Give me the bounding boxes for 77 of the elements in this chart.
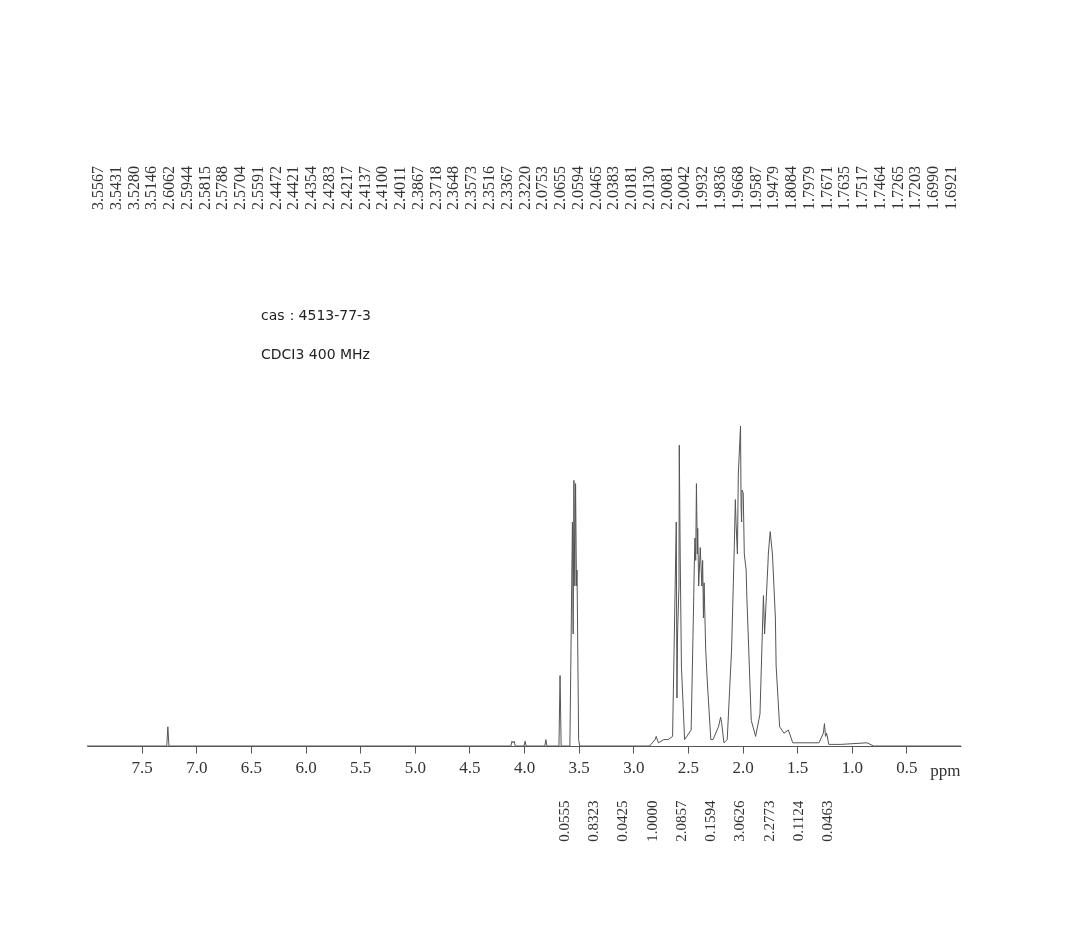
text: 1.9932 <box>693 166 711 210</box>
text: 2.5815 <box>195 166 213 210</box>
text: 2.0042 <box>675 166 693 210</box>
text: 1.6990 <box>924 166 942 210</box>
text: 2.4137 <box>355 166 373 210</box>
x-tick-label: 2.0 <box>732 757 754 777</box>
text: 2.0655 <box>551 166 569 210</box>
text: 2.3220 <box>515 166 533 210</box>
x-tick-label: 5.0 <box>404 757 426 777</box>
x-tick-label: 7.5 <box>131 757 153 777</box>
text: 2.4283 <box>320 166 338 210</box>
x-tick-label: 0.5 <box>896 757 918 777</box>
text: 2.4011 <box>391 166 409 210</box>
x-tick-label: 1.0 <box>841 757 863 777</box>
text: 2.4421 <box>284 166 302 210</box>
x-tick-label: 3.0 <box>623 757 645 777</box>
text: 0.0425 <box>614 800 631 842</box>
text: 2.0753 <box>533 166 551 210</box>
x-tick-label: 6.0 <box>295 757 317 777</box>
text: 0.1594 <box>702 799 719 842</box>
text: 2.0594 <box>568 166 586 210</box>
x-axis-title: ppm <box>930 760 961 780</box>
text: 1.7671 <box>817 166 835 210</box>
text: 2.3718 <box>426 166 444 210</box>
text: 0.0555 <box>556 800 572 842</box>
text: 2.2773 <box>760 800 777 842</box>
x-tick-label: 3.5 <box>568 757 590 777</box>
x-tick-label: 7.0 <box>186 757 208 777</box>
text: 3.5146 <box>142 166 160 210</box>
text: 2.0383 <box>604 166 622 210</box>
text: 1.9668 <box>728 166 746 210</box>
x-tick-label: 4.0 <box>513 757 536 777</box>
text: 2.5788 <box>213 166 231 210</box>
text: 2.0465 <box>586 166 604 210</box>
text: 2.6062 <box>160 166 178 210</box>
chart-subtitle: CDCI3 400 MHz <box>261 346 370 362</box>
text: 2.3573 <box>462 166 480 210</box>
text: 2.3516 <box>479 166 497 210</box>
text: 2.4100 <box>373 166 391 210</box>
text: 1.0000 <box>643 800 660 842</box>
x-tick-label: 4.5 <box>459 757 481 777</box>
text: 2.3367 <box>497 166 515 210</box>
text: 2.0130 <box>639 166 657 210</box>
text: 2.0181 <box>622 166 640 210</box>
text: 1.7265 <box>888 166 906 210</box>
text: 2.0857 <box>672 799 689 842</box>
text: 1.7979 <box>799 166 817 210</box>
text: 1.7635 <box>835 166 853 210</box>
text: 2.5704 <box>231 166 249 210</box>
text: 1.8084 <box>782 166 800 210</box>
x-tick-label: 1.5 <box>787 757 809 777</box>
text: 1.9479 <box>764 166 782 210</box>
text: 1.7464 <box>870 166 888 210</box>
text: 0.1124 <box>789 800 806 842</box>
text: 3.5567 <box>89 166 106 210</box>
text: 2.4472 <box>266 166 284 210</box>
text: 2.4217 <box>337 166 355 210</box>
x-tick-label: 2.5 <box>677 757 699 777</box>
text: 3.5280 <box>124 166 142 210</box>
text: 2.3867 <box>408 166 426 210</box>
text: 1.7203 <box>906 166 924 210</box>
text: 0.0463 <box>819 800 835 842</box>
text: 0.8323 <box>585 800 602 842</box>
x-tick-label: 5.5 <box>350 757 372 777</box>
text: 2.4354 <box>302 166 320 210</box>
text: 2.5944 <box>177 166 195 210</box>
text: 3.0626 <box>731 799 748 842</box>
text: 3.5431 <box>106 166 124 210</box>
chart-title: cas：4513-77-3 <box>261 307 372 323</box>
text: 2.5591 <box>248 166 266 210</box>
text: 1.7517 <box>853 166 871 210</box>
text: 1.9587 <box>746 166 764 210</box>
text: 2.3648 <box>444 166 462 210</box>
text: 2.0081 <box>657 166 675 210</box>
x-tick-label: 6.5 <box>240 757 262 777</box>
text: 1.9836 <box>710 166 728 210</box>
text: 1.6921 <box>942 166 959 210</box>
